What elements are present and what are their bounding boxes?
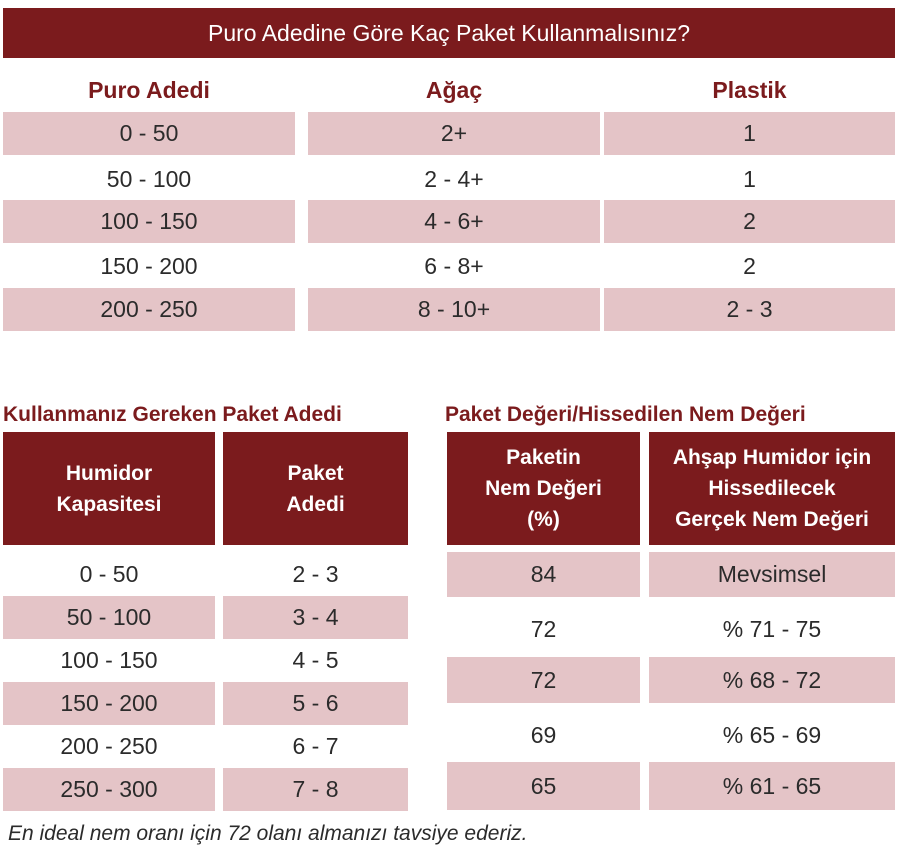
- table-cell: 0 - 50: [79, 561, 139, 587]
- footnote: En ideal nem oranı için 72 olanı almanız…: [8, 822, 528, 845]
- table-cell: 6 - 7: [292, 733, 339, 759]
- table-cell: 200 - 250: [3, 288, 295, 331]
- table-cell: 2 - 4+: [424, 166, 484, 192]
- table-cell: 6 - 8+: [424, 253, 484, 279]
- top-table-title: Puro Adedine Göre Kaç Paket Kullanmalısı…: [3, 8, 895, 58]
- top-column-header: Puro Adedi: [88, 76, 210, 103]
- table-cell: 2: [604, 200, 895, 243]
- left-table-title: Kullanmanız Gereken Paket Adedi: [3, 403, 342, 426]
- table-cell: % 71 - 75: [722, 615, 822, 642]
- table-cell: 0 - 50: [3, 112, 295, 155]
- table-cell: 100 - 150: [60, 647, 158, 673]
- table-cell: 3 - 4: [223, 596, 408, 639]
- table-cell: 2 - 3: [604, 288, 895, 331]
- table-cell: 69: [530, 721, 557, 748]
- table-cell: 50 - 100: [3, 596, 215, 639]
- table-cell: 50 - 100: [106, 166, 192, 192]
- table-cell: 8 - 10+: [308, 288, 600, 331]
- table-cell: 200 - 250: [60, 733, 158, 759]
- table-cell: 2+: [308, 112, 600, 155]
- table-cell: 1: [743, 166, 756, 192]
- table-cell: 150 - 200: [100, 253, 198, 279]
- table-cell: 72: [530, 615, 557, 642]
- left-column-header: Paket Adedi: [223, 432, 408, 545]
- table-cell: 65: [447, 762, 640, 810]
- table-cell: 7 - 8: [223, 768, 408, 811]
- table-cell: 150 - 200: [3, 682, 215, 725]
- table-cell: % 61 - 65: [649, 762, 895, 810]
- table-cell: 84: [447, 552, 640, 597]
- table-cell: % 65 - 69: [722, 721, 822, 748]
- right-column-header: Ahşap Humidor için Hissedilecek Gerçek N…: [649, 432, 895, 545]
- top-column-header: Plastik: [712, 76, 787, 103]
- table-cell: 2 - 3: [292, 561, 339, 587]
- table-cell: % 68 - 72: [649, 657, 895, 703]
- table-cell: 2: [743, 253, 756, 279]
- table-cell: 4 - 6+: [308, 200, 600, 243]
- table-cell: 250 - 300: [3, 768, 215, 811]
- table-cell: 100 - 150: [3, 200, 295, 243]
- table-cell: 1: [604, 112, 895, 155]
- table-cell: 72: [447, 657, 640, 703]
- right-table-title: Paket Değeri/Hissedilen Nem Değeri: [445, 403, 806, 426]
- right-column-header: Paketin Nem Değeri (%): [447, 432, 640, 545]
- top-column-header: Ağaç: [425, 76, 483, 103]
- table-cell: 4 - 5: [292, 647, 339, 673]
- table-cell: Mevsimsel: [649, 552, 895, 597]
- left-column-header: Humidor Kapasitesi: [3, 432, 215, 545]
- table-cell: 5 - 6: [223, 682, 408, 725]
